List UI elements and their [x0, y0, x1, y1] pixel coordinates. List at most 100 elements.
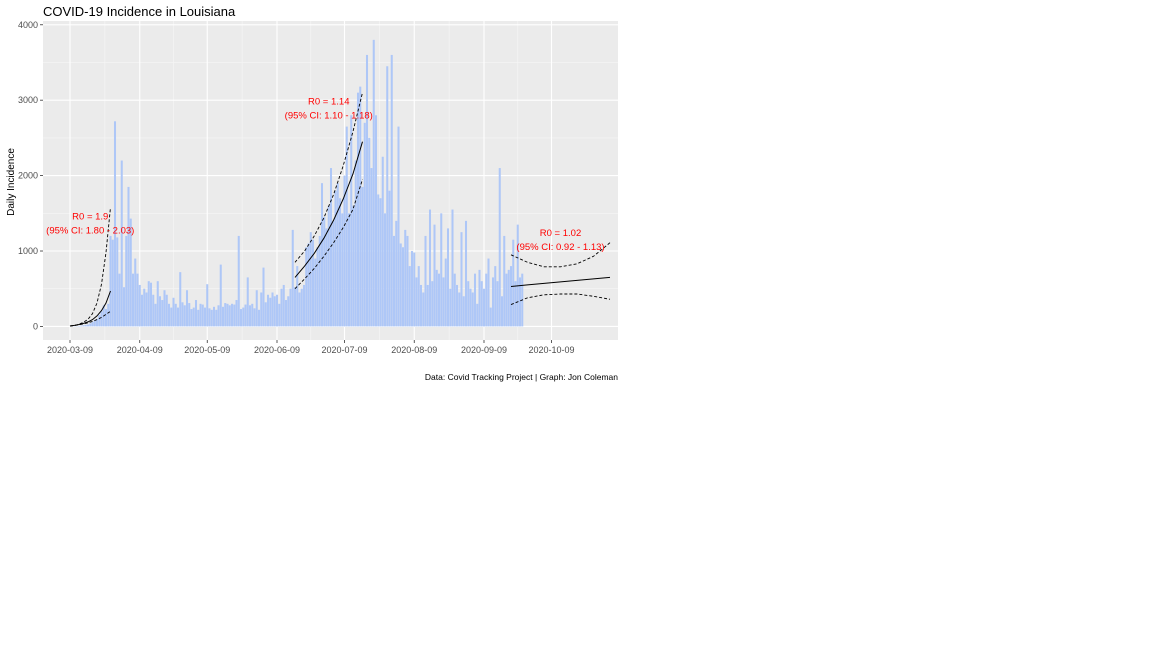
annotation-label: R0 = 1.14	[308, 97, 349, 108]
bar	[152, 294, 155, 327]
bar	[296, 266, 299, 327]
bar	[129, 218, 132, 327]
bar	[158, 296, 162, 327]
bar	[264, 302, 267, 327]
bar	[509, 266, 513, 327]
x-tick-label: 2020-03-09	[47, 345, 93, 355]
bar	[365, 54, 369, 327]
x-tick-label: 2020-04-09	[117, 345, 163, 355]
x-tick-label: 2020-09-09	[461, 345, 507, 355]
bar	[514, 281, 517, 327]
bar	[424, 235, 427, 327]
bar	[118, 273, 121, 327]
bar	[487, 258, 490, 327]
bar	[183, 305, 186, 327]
bar	[500, 296, 504, 327]
bar	[350, 115, 353, 327]
bar	[442, 277, 445, 327]
bar	[104, 309, 108, 327]
bar	[401, 247, 405, 327]
y-tick-label: 2000	[18, 171, 38, 181]
bar	[176, 307, 180, 327]
bar	[404, 229, 407, 327]
bar	[302, 284, 306, 327]
bar	[397, 126, 400, 327]
y-tick-label: 1000	[18, 246, 38, 256]
bar	[368, 137, 371, 327]
bar	[379, 198, 382, 327]
bar	[147, 281, 150, 327]
bar	[224, 303, 227, 327]
bar	[95, 318, 99, 327]
x-tick-label: 2020-10-09	[528, 345, 574, 355]
bar	[390, 54, 393, 327]
annotation-label: (95% CI: 1.10 - 1.18)	[285, 111, 373, 122]
bar	[260, 292, 263, 327]
bar	[206, 284, 209, 327]
bar	[107, 303, 110, 327]
bar	[111, 239, 114, 327]
bar	[262, 267, 265, 327]
bar	[433, 224, 436, 327]
bar	[417, 266, 420, 327]
bar	[307, 243, 310, 327]
bar	[494, 266, 497, 327]
bar	[197, 309, 200, 327]
bar	[86, 324, 90, 327]
bar	[336, 183, 339, 327]
x-tick-label: 2020-08-09	[391, 345, 437, 355]
bar	[266, 294, 270, 327]
bar	[383, 213, 387, 327]
bar	[203, 307, 207, 327]
bar	[325, 228, 328, 327]
bar	[242, 307, 245, 327]
caption: Data: Covid Tracking Project | Graph: Jo…	[425, 372, 618, 382]
bar	[345, 126, 348, 327]
bar	[221, 306, 225, 327]
bar	[208, 308, 211, 327]
bar	[284, 300, 288, 327]
bar	[314, 258, 317, 327]
bar	[392, 235, 396, 327]
bar	[127, 186, 130, 327]
bar	[226, 303, 229, 327]
annotation-label: R0 = 1.02	[540, 228, 581, 239]
bar	[244, 304, 247, 327]
bar	[363, 122, 366, 327]
bar	[451, 209, 454, 327]
fit-line	[294, 141, 363, 278]
bar	[282, 284, 285, 327]
bar	[210, 309, 213, 327]
bar	[419, 284, 423, 327]
bar	[352, 205, 355, 327]
bar	[329, 168, 333, 327]
y-tick-label: 3000	[18, 95, 38, 105]
bar	[280, 288, 283, 327]
bar	[410, 251, 414, 327]
fit-ci-lower	[510, 293, 611, 306]
bar	[237, 235, 240, 327]
bar	[334, 190, 337, 327]
y-axis-title: Daily Incidence	[6, 148, 17, 216]
bar	[496, 281, 499, 327]
bar	[480, 281, 483, 327]
bar	[507, 269, 510, 327]
bar	[408, 266, 411, 327]
bar	[327, 205, 330, 327]
bar	[293, 287, 297, 327]
bar	[217, 305, 220, 327]
bar	[165, 294, 168, 327]
bar	[134, 258, 137, 327]
annotation-label: R0 = 1.9	[72, 211, 108, 222]
bar	[516, 224, 519, 327]
bar	[199, 303, 202, 327]
bar	[185, 290, 189, 327]
bar	[291, 229, 294, 327]
bar	[316, 247, 319, 327]
bar	[82, 325, 85, 327]
bar	[372, 39, 375, 327]
bar	[323, 217, 326, 327]
bar	[469, 288, 472, 327]
bar	[435, 269, 438, 327]
